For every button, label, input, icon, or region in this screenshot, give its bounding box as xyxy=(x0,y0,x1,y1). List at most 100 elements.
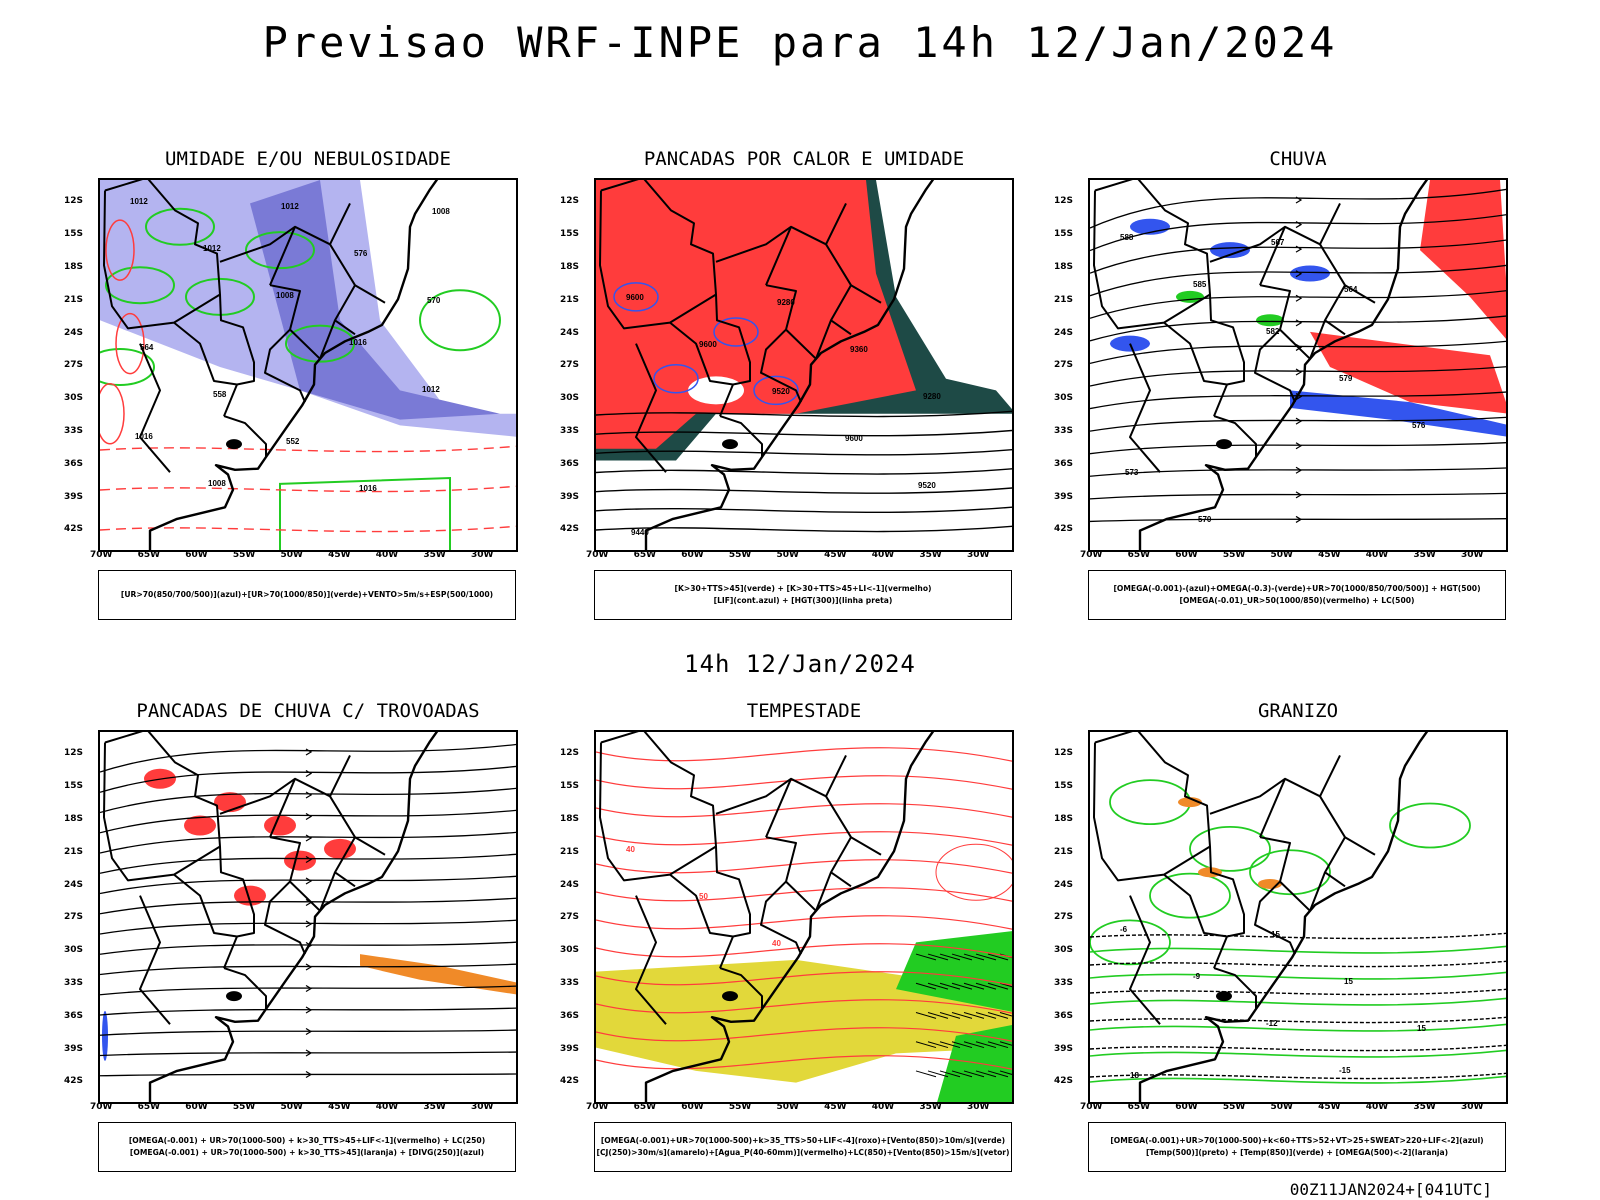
latitude-label: 12S xyxy=(1054,748,1074,759)
contour-label: 1012 xyxy=(281,202,299,211)
wind-vector xyxy=(915,1041,937,1049)
latitude-label: 27S xyxy=(560,360,580,371)
wind-vector xyxy=(939,1012,961,1019)
streamline-arrow xyxy=(305,812,313,821)
temp850-contour xyxy=(1249,849,1331,896)
longitude-label: 30W xyxy=(470,1102,494,1112)
panel-legend: [K>30+TTS>45](verde) + [K>30+TTS>45+LI<-… xyxy=(594,570,1012,620)
longitude-label: 45W xyxy=(328,1102,351,1112)
clear-area-east xyxy=(906,188,966,289)
temp850-contour xyxy=(1090,919,1171,966)
latitude-label: 42S xyxy=(1054,1076,1074,1087)
contour-label: 1016 xyxy=(359,484,377,493)
latitude-label: 27S xyxy=(64,360,84,371)
latitude-label: 15S xyxy=(1054,229,1074,240)
streamline xyxy=(100,1029,516,1036)
pw-contour xyxy=(596,747,1012,762)
longitude-label: 50W xyxy=(776,1102,799,1112)
pw-contour xyxy=(596,859,1012,874)
latitude-label: 39S xyxy=(1054,1043,1074,1054)
latitude-label: 27S xyxy=(1054,360,1074,371)
wind-vector xyxy=(963,1012,985,1019)
country-border xyxy=(1324,284,1346,336)
contour-label: 40 xyxy=(626,845,635,854)
pw-contour xyxy=(596,1027,1012,1042)
country-border xyxy=(635,895,667,1025)
latitude-label: 30S xyxy=(1054,945,1074,956)
latitude-label: 15S xyxy=(64,781,84,792)
panel-5-map: 40 50 40 xyxy=(594,730,1014,1104)
longitude-label: 45W xyxy=(824,1102,847,1112)
latitude-label: 18S xyxy=(560,262,580,273)
wind-vector xyxy=(927,1041,949,1049)
country-border xyxy=(219,754,351,815)
country-border xyxy=(334,284,356,336)
contour-label: 18 xyxy=(1130,1071,1139,1080)
streamline-arrow xyxy=(1295,491,1303,499)
legend-line: [OMEGA(-0.001)-(azul)+OMEGA(-0.3)-(verde… xyxy=(1113,584,1481,593)
wind-vector xyxy=(975,1012,997,1019)
country-border xyxy=(719,967,763,1009)
latitude-label: 33S xyxy=(560,426,580,437)
country-border xyxy=(223,936,238,969)
blue-dots xyxy=(1290,265,1330,282)
contour-label: 9520 xyxy=(772,387,790,396)
country-border xyxy=(269,836,321,912)
lif-contour xyxy=(753,375,799,406)
pw-contour xyxy=(596,831,1012,846)
lake xyxy=(226,991,242,1002)
panel-title: UMIDADE E/OU NEBULOSIDADE xyxy=(165,148,451,170)
lif-contour xyxy=(613,282,659,312)
streamline xyxy=(1090,467,1506,477)
contour-line xyxy=(100,525,516,533)
contour-label: 1016 xyxy=(135,432,153,441)
latitude-label: 33S xyxy=(1054,978,1074,989)
legend-line: [K>30+TTS>45](verde) + [K>30+TTS>45+LI<-… xyxy=(674,584,932,593)
country-border xyxy=(815,319,832,360)
contour-line xyxy=(100,445,516,453)
streamline-arrow xyxy=(1295,515,1303,523)
country-border xyxy=(599,180,717,330)
country-border xyxy=(1213,936,1228,969)
streamline-arrow xyxy=(305,748,313,756)
contour-line xyxy=(596,506,1012,514)
panel-title: TEMPESTADE xyxy=(746,700,862,722)
country-border xyxy=(765,284,817,360)
wind-vector xyxy=(987,1012,1009,1019)
country-border xyxy=(1254,328,1296,403)
green-contour xyxy=(100,348,155,386)
streamline xyxy=(1090,264,1506,297)
longitude-label: 35W xyxy=(423,550,446,560)
streamline xyxy=(100,985,516,996)
wind-vector xyxy=(939,1070,961,1078)
streamline xyxy=(1090,188,1506,229)
contour-label: 9600 xyxy=(845,434,863,443)
country-border xyxy=(1324,836,1346,888)
latitude-label: 36S xyxy=(64,1010,84,1021)
longitude-label: 35W xyxy=(423,1102,446,1112)
contour-label: 9600 xyxy=(699,340,717,349)
longitude-label: 45W xyxy=(1318,1102,1341,1112)
longitude-label: 70W xyxy=(586,550,609,560)
streamline xyxy=(1090,340,1506,365)
contour-label: 9360 xyxy=(850,345,868,354)
country-border xyxy=(173,294,255,386)
latitude-label: 39S xyxy=(64,1043,84,1054)
lif-contour xyxy=(713,317,759,347)
streamline xyxy=(1090,366,1506,387)
longitude-label: 50W xyxy=(1270,550,1293,560)
wind-vector xyxy=(975,1041,997,1049)
longitude-label: 65W xyxy=(633,1102,657,1112)
streamline-arrow xyxy=(305,1070,313,1079)
blue-area xyxy=(1290,390,1506,437)
longitude-label: 60W xyxy=(681,1102,704,1112)
longitude-label: 30W xyxy=(1460,1102,1484,1112)
latitude-label: 15S xyxy=(1054,781,1074,792)
contour-line xyxy=(596,487,1012,494)
streamline xyxy=(100,1007,516,1016)
contour-line xyxy=(1090,1016,1506,1024)
red-contour xyxy=(115,312,145,375)
map-canvas xyxy=(100,732,516,1102)
contour-label: 15 xyxy=(1344,977,1353,986)
legend-line: [OMEGA(-0.01)_UR>50(1000/850)(vermelho) … xyxy=(1179,596,1415,605)
